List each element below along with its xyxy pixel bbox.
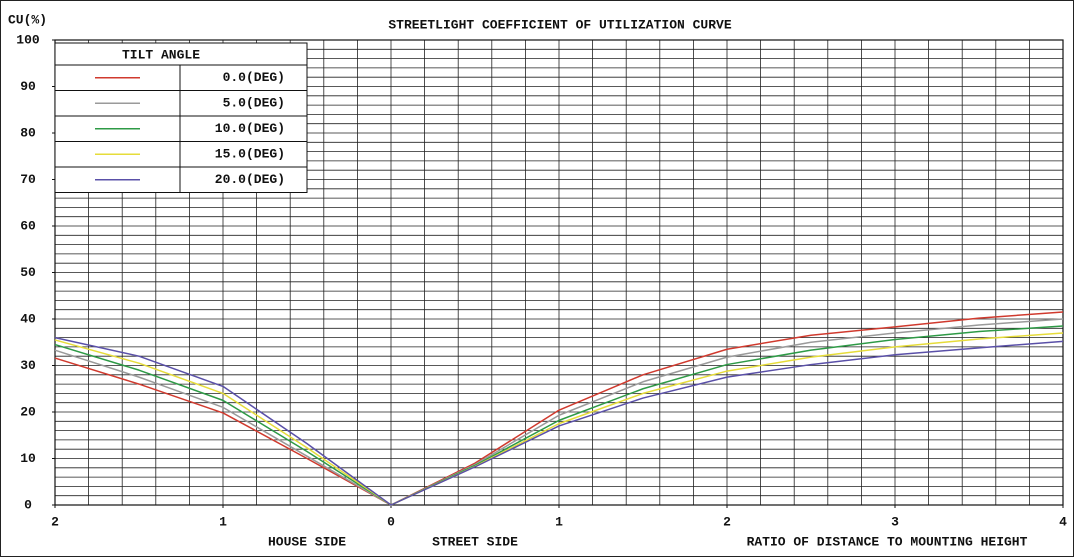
series-line bbox=[54, 332, 1064, 506]
y-tick-label: 50 bbox=[20, 265, 36, 280]
x-axis-label: HOUSE SIDE bbox=[268, 534, 346, 549]
x-axis-label: STREET SIDE bbox=[432, 534, 518, 549]
y-axis-label: CU(%) bbox=[8, 12, 47, 27]
x-tick-label: 3 bbox=[891, 514, 899, 529]
y-tick-label: 100 bbox=[16, 32, 40, 47]
legend-label: 5.0(DEG) bbox=[223, 96, 285, 111]
x-tick-label: 2 bbox=[723, 514, 731, 529]
series-line bbox=[54, 325, 1064, 506]
legend: TILT ANGLE 0.0(DEG) 5.0(DEG) 10.0(DEG) 15.0(… bbox=[54, 42, 308, 193]
legend-title: TILT ANGLE bbox=[122, 47, 200, 62]
legend-label: 15.0(DEG) bbox=[215, 147, 285, 162]
lines bbox=[54, 311, 1064, 506]
y-tick-label: 40 bbox=[20, 311, 36, 326]
chart-title: STREETLIGHT COEFFICIENT OF UTILIZATION C… bbox=[388, 17, 731, 32]
x-tick-label: 2 bbox=[51, 514, 59, 529]
y-tick-label: 0 bbox=[24, 497, 32, 512]
labels: STREETLIGHT COEFFICIENT OF UTILIZATION C… bbox=[8, 12, 1067, 549]
y-tick-label: 70 bbox=[20, 172, 36, 187]
y-tick-label: 20 bbox=[20, 404, 36, 419]
x-tick-label: 1 bbox=[555, 514, 563, 529]
x-axis-label: RATIO OF DISTANCE TO MOUNTING HEIGHT bbox=[747, 534, 1028, 549]
y-tick-label: 90 bbox=[20, 79, 36, 94]
y-tick-label: 10 bbox=[20, 451, 36, 466]
legend-label: 0.0(DEG) bbox=[223, 70, 285, 85]
legend-label: 10.0(DEG) bbox=[215, 121, 285, 136]
y-tick-label: 60 bbox=[20, 218, 36, 233]
x-tick-label: 0 bbox=[387, 514, 395, 529]
series-line bbox=[54, 311, 1064, 506]
x-tick-label: 4 bbox=[1059, 514, 1067, 529]
legend-label: 20.0(DEG) bbox=[215, 172, 285, 187]
series-line bbox=[54, 318, 1064, 506]
series-line bbox=[54, 336, 1064, 506]
x-tick-label: 1 bbox=[219, 514, 227, 529]
y-tick-label: 30 bbox=[20, 358, 36, 373]
legend-box bbox=[54, 42, 308, 193]
y-tick-label: 80 bbox=[20, 125, 36, 140]
